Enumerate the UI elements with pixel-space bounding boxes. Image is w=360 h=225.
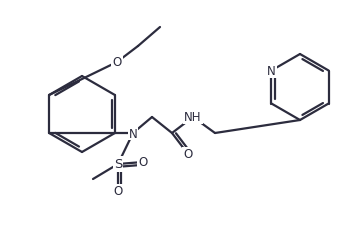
Text: O: O [138,156,148,169]
Text: N: N [129,127,138,140]
Text: O: O [113,185,123,198]
Text: O: O [183,148,193,161]
Text: NH: NH [184,111,202,124]
Text: S: S [114,158,122,171]
Text: O: O [112,56,122,69]
Text: N: N [267,65,276,78]
